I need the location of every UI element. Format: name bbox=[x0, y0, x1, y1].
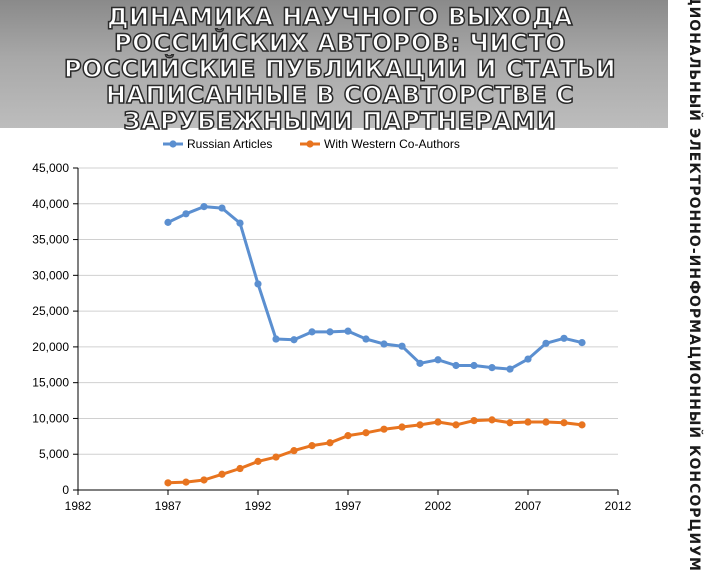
data-point bbox=[578, 338, 586, 347]
y-tick-label: 10,000 bbox=[32, 411, 69, 425]
data-point bbox=[200, 203, 208, 211]
data-point bbox=[560, 334, 568, 342]
data-point bbox=[326, 328, 334, 336]
x-tick-label: 2002 bbox=[425, 499, 452, 513]
line-chart: 0 5,000 10,000 15,000 20,000 25,000 30,000 35,0… bbox=[32, 137, 631, 513]
data-point bbox=[470, 416, 478, 425]
data-point bbox=[344, 327, 352, 335]
data-point bbox=[434, 418, 442, 426]
data-point bbox=[362, 335, 370, 343]
data-point bbox=[416, 359, 424, 367]
data-point bbox=[308, 442, 316, 450]
data-point bbox=[380, 425, 388, 433]
y-tick-label: 40,000 bbox=[32, 197, 69, 211]
gridlines bbox=[78, 167, 618, 455]
y-tick-label: 30,000 bbox=[32, 268, 69, 282]
x-tick-label: 1992 bbox=[245, 499, 272, 513]
data-point bbox=[524, 418, 532, 426]
legend-label: With Western Co-Authors bbox=[324, 137, 460, 151]
data-point bbox=[182, 478, 190, 486]
data-point bbox=[326, 439, 334, 447]
legend-swatch-marker bbox=[169, 140, 177, 148]
data-point bbox=[398, 342, 406, 350]
data-point bbox=[560, 419, 568, 427]
data-point bbox=[506, 365, 514, 373]
y-tick-label: 5,000 bbox=[39, 447, 69, 461]
data-point bbox=[254, 280, 262, 288]
data-point bbox=[470, 361, 478, 370]
data-point bbox=[344, 432, 352, 440]
data-point bbox=[272, 335, 280, 343]
tick-labels: 0 5,000 10,000 15,000 20,000 25,000 30,000 35,0… bbox=[32, 161, 631, 513]
data-point bbox=[452, 421, 460, 429]
data-point bbox=[452, 361, 460, 370]
series-line-1 bbox=[167, 418, 583, 485]
series-line-0 bbox=[167, 205, 583, 371]
data-point bbox=[542, 339, 550, 347]
data-point bbox=[182, 210, 190, 218]
data-point bbox=[200, 476, 208, 484]
x-tick-label: 2012 bbox=[605, 499, 632, 513]
side-band bbox=[668, 0, 720, 540]
data-point bbox=[488, 364, 496, 372]
data-point bbox=[254, 457, 262, 465]
data-point bbox=[164, 218, 172, 226]
y-tick-label: 45,000 bbox=[32, 161, 69, 175]
data-point bbox=[236, 219, 244, 227]
axes bbox=[73, 167, 619, 495]
legend-label: Russian Articles bbox=[187, 137, 272, 151]
data-point bbox=[164, 479, 172, 487]
data-point bbox=[524, 355, 532, 363]
data-point bbox=[578, 421, 586, 429]
data-point bbox=[416, 421, 424, 429]
y-tick-label: 35,000 bbox=[32, 233, 69, 247]
side-caption: НАЦИОНАЛЬНЫЙ ЭЛЕКТРОННО-ИНФОРМАЦИОННЫЙ К… bbox=[686, 0, 702, 572]
x-tick-label: 1997 bbox=[335, 499, 362, 513]
data-point bbox=[488, 416, 496, 424]
data-point bbox=[380, 340, 388, 348]
data-point bbox=[506, 419, 514, 427]
data-point bbox=[542, 418, 550, 426]
data-point bbox=[236, 464, 244, 473]
y-tick-label: 15,000 bbox=[32, 376, 69, 390]
y-tick-label: 20,000 bbox=[32, 340, 69, 354]
series bbox=[164, 203, 586, 487]
data-point bbox=[434, 356, 442, 364]
legend: Russian Articles With Western Co-Authors bbox=[163, 137, 460, 151]
data-point bbox=[398, 423, 406, 431]
data-point bbox=[362, 429, 370, 437]
y-tick-label: 0 bbox=[62, 483, 69, 497]
data-point bbox=[290, 447, 298, 455]
data-point bbox=[218, 204, 226, 212]
x-tick-label: 1982 bbox=[65, 499, 92, 513]
y-tick-label: 25,000 bbox=[32, 304, 69, 318]
data-point bbox=[290, 336, 298, 344]
data-point bbox=[218, 470, 226, 478]
legend-swatch-marker bbox=[306, 140, 314, 148]
x-tick-label: 2007 bbox=[515, 499, 542, 513]
title-band bbox=[0, 0, 668, 128]
slide-title: ДИНАМИКА НАУЧНОГО ВЫХОДА РОССИЙСКИХ АВТО… bbox=[63, 3, 617, 135]
data-point bbox=[272, 453, 280, 461]
data-point bbox=[308, 328, 316, 336]
x-tick-label: 1987 bbox=[155, 499, 182, 513]
